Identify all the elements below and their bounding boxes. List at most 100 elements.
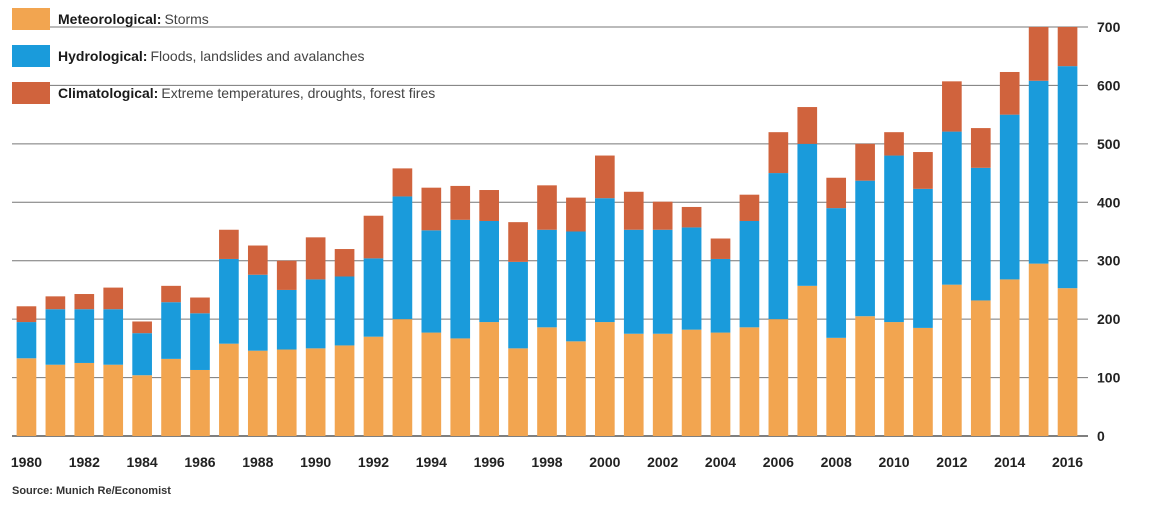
bar-hydrological-1986 bbox=[190, 313, 210, 370]
x-tick-label: 2004 bbox=[705, 454, 736, 470]
x-axis: 1980 1982 1984 1986 1988 1990 1992 1994 1996 1998… bbox=[11, 454, 1083, 470]
bar-hydrological-2004 bbox=[710, 258, 731, 333]
bar-meteorological-2015 bbox=[1028, 263, 1049, 436]
y-tick-label: 200 bbox=[1097, 311, 1121, 327]
y-tick-label: 100 bbox=[1097, 370, 1121, 386]
bar-hydrological-2010 bbox=[884, 155, 904, 323]
bar-meteorological-2010 bbox=[884, 322, 904, 436]
legend-label: Hydrological: bbox=[58, 47, 148, 64]
y-tick-label: 400 bbox=[1097, 194, 1121, 210]
bar-hydrological-1985 bbox=[161, 302, 181, 359]
bar-hydrological-1995 bbox=[450, 219, 471, 339]
legend-description: Floods, landslides and avalanches bbox=[150, 47, 365, 64]
bar-climatological-1985 bbox=[161, 285, 181, 303]
x-tick-label: 1996 bbox=[474, 454, 505, 470]
bar-hydrological-1981 bbox=[45, 309, 66, 365]
x-tick-label: 1992 bbox=[358, 454, 389, 470]
bar-climatological-1992 bbox=[363, 215, 384, 259]
bar-climatological-1995 bbox=[450, 185, 471, 220]
bar-hydrological-2011 bbox=[913, 188, 933, 328]
bar-hydrological-2013 bbox=[970, 167, 991, 301]
bar-climatological-1990 bbox=[305, 237, 326, 280]
bar-climatological-2009 bbox=[855, 143, 875, 181]
bar-climatological-2003 bbox=[681, 206, 702, 228]
bar-climatological-1987 bbox=[219, 229, 239, 259]
bar-hydrological-2009 bbox=[855, 180, 875, 317]
bar-hydrological-1992 bbox=[363, 258, 384, 337]
bar-hydrological-1991 bbox=[334, 276, 355, 346]
bar-meteorological-2003 bbox=[681, 329, 702, 436]
bar-climatological-1983 bbox=[103, 287, 124, 310]
bar-meteorological-1986 bbox=[190, 369, 210, 436]
bar-climatological-2002 bbox=[652, 201, 673, 230]
y-tick-label: 300 bbox=[1097, 253, 1121, 269]
x-tick-label: 2014 bbox=[994, 454, 1025, 470]
bar-hydrological-2002 bbox=[652, 229, 673, 334]
y-tick-label: 500 bbox=[1097, 136, 1121, 152]
bar-meteorological-1985 bbox=[161, 358, 181, 436]
bar-climatological-1991 bbox=[334, 249, 355, 277]
bar-climatological-1982 bbox=[74, 294, 95, 310]
bar-climatological-1993 bbox=[392, 168, 413, 197]
legend-swatch-meteorological bbox=[12, 7, 50, 30]
legend-label: Meteorological: bbox=[58, 10, 162, 27]
bar-hydrological-1982 bbox=[74, 309, 95, 363]
legend-item-hydrological: Hydrological: Floods, landslides and ava… bbox=[12, 37, 435, 74]
y-tick-label: 0 bbox=[1097, 428, 1105, 444]
bar-meteorological-1993 bbox=[392, 319, 413, 436]
y-tick-label: 700 bbox=[1097, 19, 1121, 35]
bar-climatological-1981 bbox=[45, 296, 66, 310]
bar-hydrological-1983 bbox=[103, 309, 124, 365]
bar-meteorological-1981 bbox=[45, 364, 66, 436]
bar-meteorological-1991 bbox=[334, 345, 355, 436]
bar-climatological-2014 bbox=[999, 71, 1020, 115]
bar-meteorological-2004 bbox=[710, 332, 731, 436]
legend-label: Climatological: bbox=[58, 84, 159, 101]
bar-meteorological-1998 bbox=[537, 327, 557, 436]
bar-meteorological-2009 bbox=[855, 316, 875, 436]
bar-meteorological-2007 bbox=[797, 285, 818, 436]
x-tick-label: 2008 bbox=[821, 454, 852, 470]
x-tick-label: 1986 bbox=[184, 454, 215, 470]
x-tick-label: 1980 bbox=[11, 454, 42, 470]
x-tick-label: 1984 bbox=[127, 454, 158, 470]
legend-item-meteorological: Meteorological: Storms bbox=[12, 0, 435, 37]
bar-climatological-2015 bbox=[1028, 27, 1049, 81]
bar-hydrological-2014 bbox=[999, 114, 1020, 280]
bar-meteorological-2014 bbox=[999, 279, 1020, 436]
bar-meteorological-1989 bbox=[276, 349, 297, 436]
bar-climatological-1997 bbox=[508, 222, 528, 262]
bar-hydrological-2006 bbox=[768, 173, 789, 320]
bar-meteorological-2000 bbox=[595, 322, 615, 436]
x-tick-label: 2010 bbox=[878, 454, 909, 470]
bar-hydrological-1996 bbox=[479, 220, 499, 323]
legend-description: Storms bbox=[164, 10, 209, 27]
bar-hydrological-2016 bbox=[1057, 66, 1078, 289]
bar-hydrological-1988 bbox=[247, 274, 268, 351]
legend: Meteorological: Storms Hydrological: Flo… bbox=[12, 0, 435, 111]
bar-meteorological-2016 bbox=[1057, 288, 1078, 436]
bar-climatological-2000 bbox=[595, 155, 615, 199]
bar-climatological-2007 bbox=[797, 107, 818, 144]
bar-hydrological-1993 bbox=[392, 196, 413, 320]
bar-hydrological-1987 bbox=[219, 258, 239, 344]
bar-climatological-2001 bbox=[623, 191, 644, 230]
y-tick-label: 600 bbox=[1097, 77, 1121, 93]
bar-hydrological-1997 bbox=[508, 261, 528, 349]
x-tick-label: 1988 bbox=[242, 454, 273, 470]
bar-climatological-1986 bbox=[190, 297, 210, 314]
x-tick-label: 1994 bbox=[416, 454, 447, 470]
bar-meteorological-1980 bbox=[16, 358, 37, 436]
x-tick-label: 2012 bbox=[936, 454, 967, 470]
x-tick-label: 2002 bbox=[647, 454, 678, 470]
source-note: Source: Munich Re/Economist bbox=[12, 485, 171, 497]
x-tick-label: 1998 bbox=[531, 454, 562, 470]
bar-meteorological-2013 bbox=[970, 300, 991, 436]
bar-hydrological-2005 bbox=[739, 220, 760, 328]
bar-hydrological-2007 bbox=[797, 143, 818, 286]
bar-meteorological-1988 bbox=[247, 350, 268, 436]
bar-meteorological-2002 bbox=[652, 333, 673, 436]
bar-climatological-2008 bbox=[826, 177, 847, 209]
bar-climatological-1980 bbox=[16, 306, 37, 323]
bar-hydrological-1989 bbox=[276, 289, 297, 350]
